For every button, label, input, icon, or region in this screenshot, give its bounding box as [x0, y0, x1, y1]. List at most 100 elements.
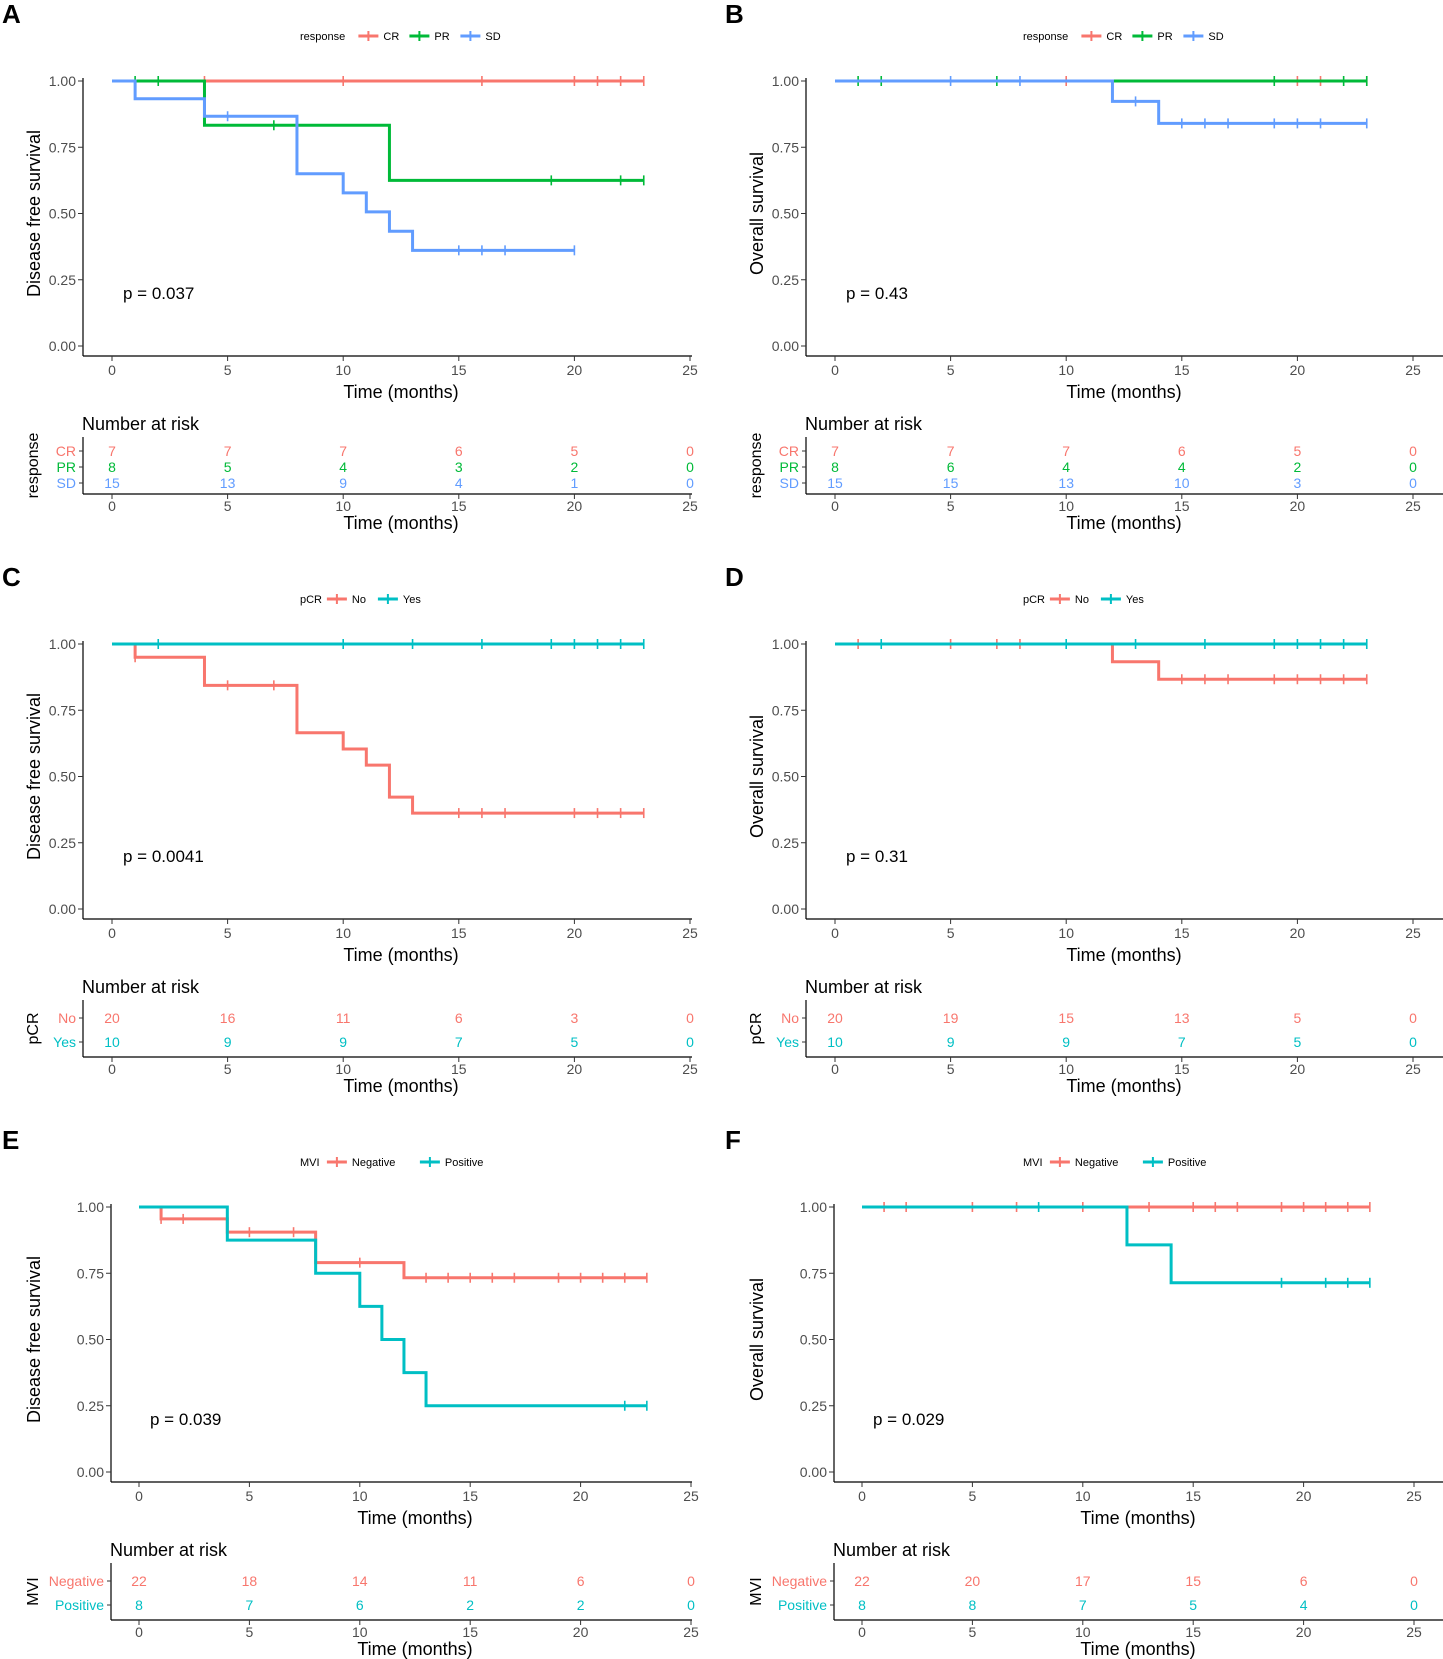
series-sd: [112, 79, 576, 256]
legend-title: MVI: [1023, 1157, 1043, 1169]
legend-title: response: [300, 31, 345, 43]
p-value: p = 0.0041: [123, 847, 204, 866]
series-yes: [835, 639, 1368, 649]
risk-count: 13: [1058, 475, 1074, 491]
panel-letter: C: [2, 562, 21, 592]
risk-count: 9: [339, 1034, 347, 1050]
y-tick-label: 0.50: [772, 206, 799, 222]
risk-x-tick-label: 20: [1290, 1061, 1306, 1077]
x-tick-label: 10: [335, 925, 351, 941]
risk-count: 6: [455, 1010, 463, 1026]
y-tick-label: 0.50: [800, 1332, 827, 1348]
risk-group-label: Yes: [53, 1034, 76, 1050]
legend-label: PR: [434, 31, 449, 43]
x-tick-label: 5: [947, 362, 955, 378]
risk-table: Number at risk No 20 19 15 13 5 0 Yes 10 9 9 7 5 0 0 5 10…: [748, 977, 1443, 1096]
y-tick-label: 0.75: [772, 139, 799, 155]
y-axis-title: Disease free survival: [24, 693, 44, 860]
risk-count: 5: [1294, 1034, 1302, 1050]
risk-group-label: PR: [57, 459, 76, 475]
risk-y-axis-title: response: [748, 432, 765, 498]
x-axis-title: Time (months): [1080, 1508, 1195, 1528]
survival-curve: [139, 1205, 647, 1280]
survival-curve: [112, 642, 644, 815]
p-value: p = 0.31: [846, 847, 908, 866]
risk-x-axis-title: Time (months): [1066, 1076, 1181, 1096]
risk-count: 6: [577, 1573, 585, 1589]
risk-x-tick-label: 15: [451, 1061, 467, 1077]
risk-count: 15: [104, 475, 120, 491]
y-tick-label: 0.25: [772, 835, 799, 851]
legend-label: CR: [1106, 31, 1122, 43]
y-tick-label: 1.00: [772, 636, 799, 652]
y-tick-label: 0.00: [49, 901, 76, 917]
risk-count: 6: [1178, 443, 1186, 459]
risk-x-tick-label: 10: [1058, 498, 1074, 514]
panel-f: F MVI Negative Positive 0.00 0.25 0.50 0.75 1.00…: [725, 1125, 1443, 1659]
panel-letter: A: [2, 0, 21, 29]
x-tick-label: 20: [567, 362, 583, 378]
x-axis-title: Time (months): [343, 382, 458, 402]
risk-count: 0: [687, 1573, 695, 1589]
risk-count: 8: [969, 1597, 977, 1613]
risk-x-tick-label: 15: [1174, 1061, 1190, 1077]
risk-x-tick-label: 15: [1185, 1624, 1201, 1640]
risk-x-axis-title: Time (months): [1066, 513, 1181, 533]
y-tick-label: 0.50: [772, 769, 799, 785]
legend-label: No: [352, 594, 366, 606]
risk-count: 0: [686, 443, 694, 459]
risk-count: 19: [943, 1010, 959, 1026]
risk-count: 8: [108, 459, 116, 475]
risk-group-label: CR: [779, 443, 799, 459]
risk-count: 4: [1062, 459, 1070, 475]
x-tick-label: 5: [947, 925, 955, 941]
series-positive: [139, 1205, 648, 1411]
risk-x-tick-label: 15: [462, 1624, 478, 1640]
y-tick-label: 0.50: [77, 1332, 104, 1348]
y-axis-title: Disease free survival: [24, 130, 44, 297]
risk-count: 3: [1294, 475, 1302, 491]
legend-label: SD: [1208, 31, 1223, 43]
survival-curve: [862, 1205, 1370, 1285]
legend-label: PR: [1157, 31, 1172, 43]
risk-group-label: CR: [56, 443, 76, 459]
risk-count: 7: [108, 443, 116, 459]
risk-table: Number at risk Negative 22 20 17 15 6 0 Positive…: [748, 1540, 1443, 1659]
y-tick-label: 0.75: [800, 1265, 827, 1281]
risk-x-tick-label: 20: [567, 1061, 583, 1077]
risk-y-axis-title: pCR: [25, 1012, 42, 1044]
risk-group-label: Negative: [772, 1573, 827, 1589]
risk-x-tick-label: 0: [108, 1061, 116, 1077]
x-tick-label: 10: [1058, 362, 1074, 378]
risk-count: 0: [1410, 1573, 1418, 1589]
risk-table-title: Number at risk: [110, 1540, 228, 1560]
risk-count: 5: [1294, 443, 1302, 459]
risk-count: 22: [131, 1573, 147, 1589]
risk-group-label: SD: [780, 475, 799, 491]
x-tick-label: 0: [135, 1488, 143, 1504]
risk-count: 17: [1075, 1573, 1091, 1589]
risk-count: 3: [455, 459, 463, 475]
x-axis-title: Time (months): [343, 945, 458, 965]
x-tick-label: 5: [224, 362, 232, 378]
risk-count: 0: [687, 1597, 695, 1613]
y-tick-label: 0.25: [800, 1398, 827, 1414]
risk-x-axis-title: Time (months): [343, 1076, 458, 1096]
risk-count: 4: [1178, 459, 1186, 475]
panel-letter: E: [2, 1125, 19, 1155]
risk-count: 7: [1079, 1597, 1087, 1613]
risk-count: 15: [827, 475, 843, 491]
risk-count: 9: [947, 1034, 955, 1050]
risk-x-tick-label: 20: [1296, 1624, 1312, 1640]
risk-count: 4: [455, 475, 463, 491]
risk-x-axis-title: Time (months): [343, 513, 458, 533]
x-tick-label: 10: [335, 362, 351, 378]
y-tick-label: 0.50: [49, 769, 76, 785]
legend-label: Positive: [445, 1157, 484, 1169]
x-tick-label: 25: [1406, 1488, 1422, 1504]
x-tick-label: 25: [1405, 925, 1421, 941]
